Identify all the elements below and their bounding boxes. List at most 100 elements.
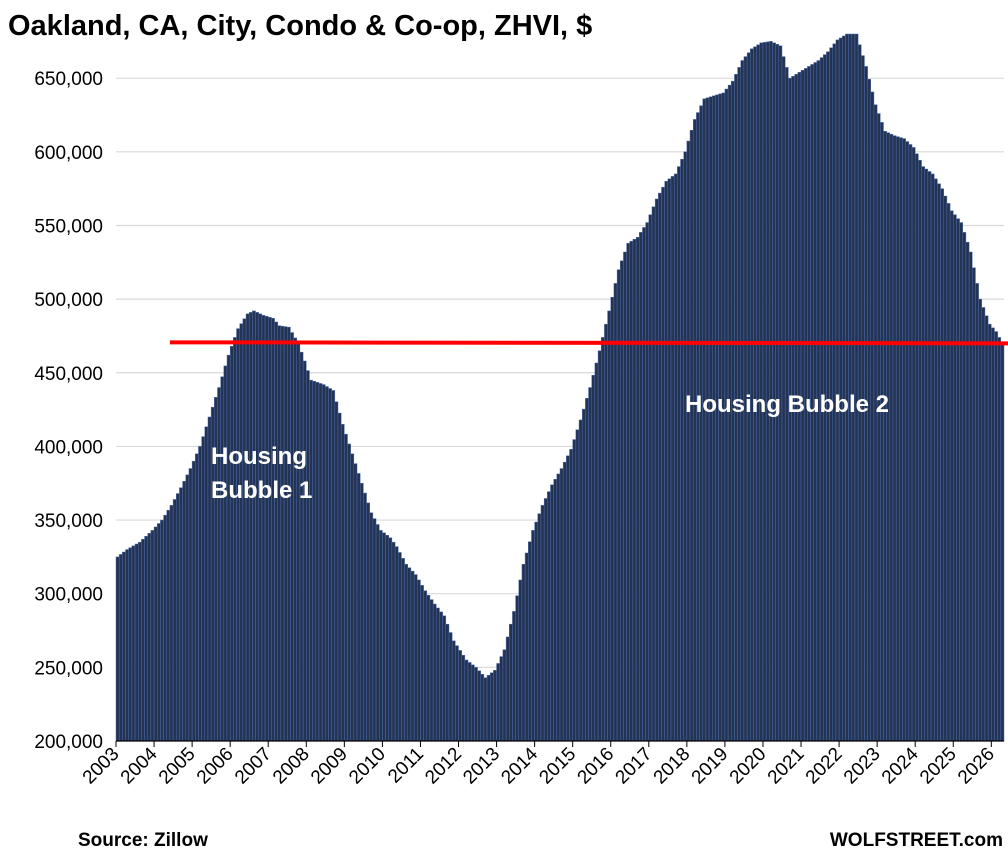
bar bbox=[195, 453, 199, 742]
bar bbox=[594, 362, 599, 742]
bar bbox=[372, 518, 377, 742]
bar bbox=[962, 232, 967, 742]
bar bbox=[683, 151, 688, 742]
bar bbox=[585, 398, 589, 742]
bar bbox=[639, 232, 643, 742]
bar bbox=[470, 664, 475, 742]
bar bbox=[188, 468, 193, 742]
x-tick-label: 2012 bbox=[421, 744, 466, 789]
bar bbox=[226, 354, 231, 742]
bar bbox=[632, 239, 637, 742]
bar bbox=[172, 499, 177, 742]
bar bbox=[198, 446, 202, 742]
bar bbox=[185, 474, 190, 742]
bar bbox=[610, 296, 615, 742]
bar bbox=[943, 195, 948, 742]
x-tick-label: 2022 bbox=[802, 744, 847, 789]
bar bbox=[629, 240, 634, 742]
bar bbox=[651, 206, 656, 742]
bar bbox=[927, 171, 932, 742]
x-tick-label: 2016 bbox=[574, 744, 619, 789]
y-tick-label: 200,000 bbox=[34, 732, 103, 753]
bar bbox=[131, 545, 136, 742]
bar bbox=[404, 564, 408, 742]
y-tick-label: 450,000 bbox=[34, 364, 103, 385]
x-tick-label: 2024 bbox=[878, 743, 923, 788]
bar bbox=[420, 585, 424, 742]
bar bbox=[204, 426, 209, 742]
y-tick-label: 250,000 bbox=[34, 658, 103, 679]
bar bbox=[385, 535, 389, 742]
bar bbox=[601, 337, 605, 742]
bar bbox=[268, 317, 272, 742]
bar bbox=[312, 381, 317, 742]
bar bbox=[252, 310, 256, 742]
bar bbox=[287, 326, 291, 742]
bar bbox=[689, 130, 694, 742]
source-label: Source: Zillow bbox=[78, 830, 208, 851]
bar bbox=[160, 519, 164, 742]
bar bbox=[623, 251, 627, 742]
bar bbox=[949, 210, 954, 742]
bar bbox=[223, 365, 228, 742]
bar bbox=[984, 315, 989, 742]
bar bbox=[521, 564, 526, 742]
bar bbox=[934, 178, 938, 742]
bar bbox=[914, 153, 919, 742]
bar bbox=[274, 321, 278, 742]
bar bbox=[388, 537, 393, 742]
bar bbox=[293, 337, 297, 742]
bar bbox=[350, 453, 355, 742]
bar bbox=[379, 530, 383, 742]
bar bbox=[562, 461, 567, 742]
bar bbox=[423, 590, 428, 742]
bar bbox=[613, 283, 618, 742]
bar bbox=[528, 541, 532, 742]
bar bbox=[407, 567, 412, 742]
bar bbox=[496, 663, 500, 742]
bar bbox=[220, 376, 225, 742]
bar bbox=[692, 119, 697, 742]
bar bbox=[838, 37, 843, 742]
bar bbox=[302, 360, 307, 742]
bar bbox=[708, 96, 713, 742]
bar bbox=[940, 188, 944, 742]
bar bbox=[375, 524, 380, 742]
bar bbox=[880, 122, 884, 742]
bar bbox=[512, 611, 516, 742]
x-tick-label: 2018 bbox=[650, 744, 695, 789]
bar bbox=[607, 310, 611, 742]
bar bbox=[417, 579, 421, 742]
bar bbox=[436, 607, 440, 742]
y-tick-label: 300,000 bbox=[34, 585, 103, 606]
y-axis-ticks: 200,000 250,000 300,000 350,000 400,000 450,0… bbox=[34, 69, 103, 753]
bar bbox=[153, 526, 158, 742]
bar bbox=[299, 351, 304, 742]
bar bbox=[401, 558, 405, 742]
bar bbox=[696, 112, 700, 742]
bar bbox=[550, 484, 554, 742]
bar bbox=[328, 388, 332, 742]
bar bbox=[921, 166, 925, 742]
bar bbox=[845, 33, 849, 742]
bar bbox=[968, 251, 973, 742]
bar bbox=[242, 318, 247, 742]
bar bbox=[905, 141, 910, 742]
bar bbox=[616, 269, 621, 742]
bar bbox=[670, 176, 675, 742]
x-tick-label: 2005 bbox=[155, 744, 200, 789]
bar bbox=[309, 379, 313, 742]
annotation-bubble-2: Housing Bubble 2 bbox=[685, 391, 889, 418]
bar bbox=[398, 552, 402, 742]
bar bbox=[353, 463, 358, 742]
y-tick-label: 500,000 bbox=[34, 290, 103, 311]
bar bbox=[483, 677, 488, 742]
bar bbox=[540, 505, 545, 742]
bar bbox=[486, 674, 491, 742]
bar bbox=[534, 521, 539, 742]
brand-label: WOLFSTREET.com bbox=[830, 830, 1003, 851]
x-tick-label: 2008 bbox=[269, 744, 314, 789]
bar bbox=[699, 105, 703, 742]
bar bbox=[477, 670, 481, 742]
x-tick-label: 2011 bbox=[384, 744, 428, 788]
